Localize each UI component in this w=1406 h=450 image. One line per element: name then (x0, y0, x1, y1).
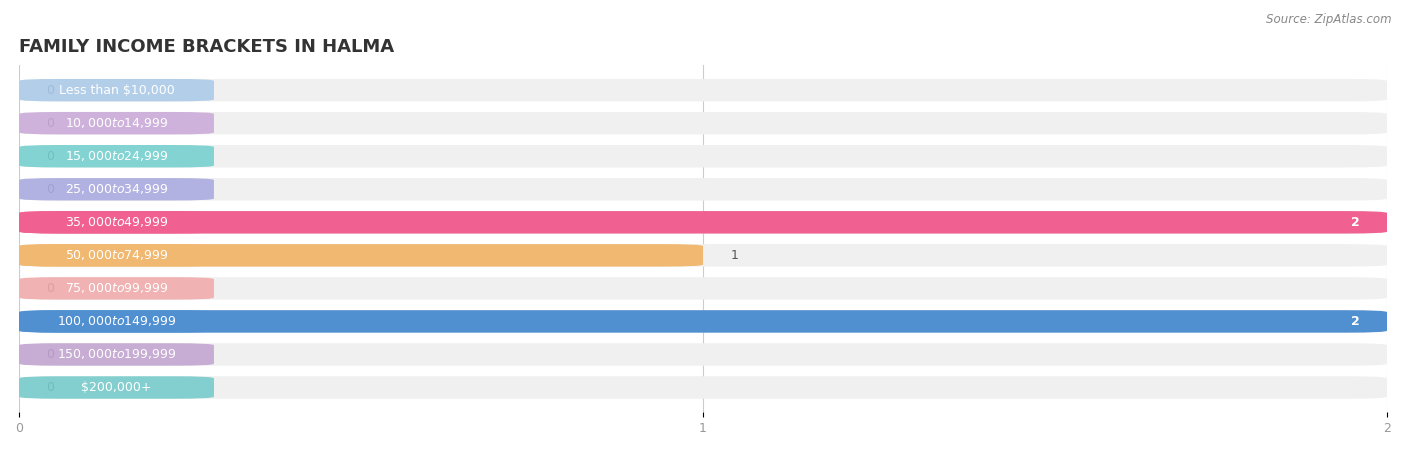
Text: $100,000 to $149,999: $100,000 to $149,999 (56, 315, 176, 328)
Text: 0: 0 (46, 282, 55, 295)
FancyBboxPatch shape (20, 145, 1388, 167)
FancyBboxPatch shape (20, 277, 1388, 300)
FancyBboxPatch shape (20, 211, 214, 234)
FancyBboxPatch shape (20, 112, 1388, 135)
FancyBboxPatch shape (20, 244, 703, 266)
FancyBboxPatch shape (20, 178, 214, 201)
Text: Less than $10,000: Less than $10,000 (59, 84, 174, 97)
Text: $15,000 to $24,999: $15,000 to $24,999 (65, 149, 169, 163)
FancyBboxPatch shape (20, 343, 214, 366)
FancyBboxPatch shape (20, 277, 214, 300)
Text: 0: 0 (46, 117, 55, 130)
FancyBboxPatch shape (20, 79, 214, 101)
Text: Source: ZipAtlas.com: Source: ZipAtlas.com (1267, 14, 1392, 27)
Text: $150,000 to $199,999: $150,000 to $199,999 (56, 347, 176, 361)
FancyBboxPatch shape (20, 211, 1388, 234)
Text: 2: 2 (1351, 315, 1360, 328)
Text: $25,000 to $34,999: $25,000 to $34,999 (65, 182, 169, 196)
FancyBboxPatch shape (20, 310, 214, 333)
FancyBboxPatch shape (20, 244, 1388, 266)
Text: $50,000 to $74,999: $50,000 to $74,999 (65, 248, 169, 262)
Text: 0: 0 (46, 84, 55, 97)
FancyBboxPatch shape (20, 79, 1388, 101)
Text: FAMILY INCOME BRACKETS IN HALMA: FAMILY INCOME BRACKETS IN HALMA (20, 37, 394, 55)
Text: $200,000+: $200,000+ (82, 381, 152, 394)
FancyBboxPatch shape (20, 211, 1388, 234)
Text: 1: 1 (730, 249, 738, 262)
Text: 0: 0 (46, 150, 55, 163)
FancyBboxPatch shape (20, 343, 1388, 366)
FancyBboxPatch shape (20, 310, 1388, 333)
FancyBboxPatch shape (20, 310, 1388, 333)
FancyBboxPatch shape (20, 244, 214, 266)
Text: 0: 0 (46, 348, 55, 361)
Text: $35,000 to $49,999: $35,000 to $49,999 (65, 215, 169, 230)
Text: 0: 0 (46, 183, 55, 196)
Text: $75,000 to $99,999: $75,000 to $99,999 (65, 281, 169, 295)
Text: 0: 0 (46, 381, 55, 394)
Text: 2: 2 (1351, 216, 1360, 229)
FancyBboxPatch shape (20, 178, 1388, 201)
FancyBboxPatch shape (20, 112, 214, 135)
FancyBboxPatch shape (20, 145, 214, 167)
Text: $10,000 to $14,999: $10,000 to $14,999 (65, 116, 169, 130)
FancyBboxPatch shape (20, 376, 214, 399)
FancyBboxPatch shape (20, 376, 1388, 399)
